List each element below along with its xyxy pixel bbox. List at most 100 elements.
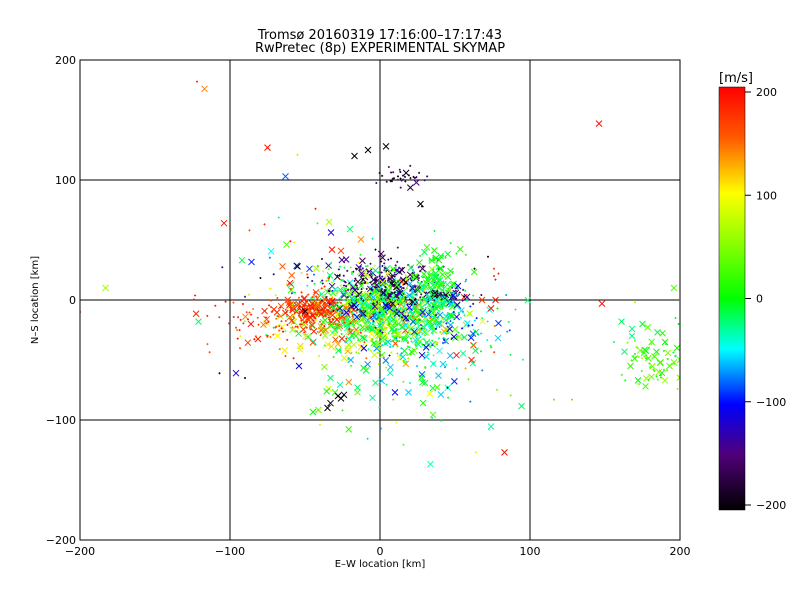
data-point-x <box>429 281 437 289</box>
data-point-x <box>400 335 408 343</box>
data-point-plus <box>306 284 309 287</box>
data-point-plus <box>245 311 248 314</box>
data-point-plus <box>310 296 313 299</box>
data-point-plus <box>383 301 386 304</box>
data-point-plus <box>496 307 499 310</box>
data-point-x <box>402 314 410 322</box>
data-point-plus <box>306 320 309 323</box>
data-point-x <box>369 294 377 301</box>
data-point-plus <box>272 333 275 336</box>
data-point-plus <box>364 265 367 268</box>
data-point-plus <box>452 321 455 324</box>
data-point-plus <box>660 376 663 379</box>
data-point-x <box>459 350 467 357</box>
data-point-plus <box>350 312 353 315</box>
data-point-x <box>657 359 664 366</box>
data-point-plus <box>433 229 436 232</box>
data-point-plus <box>227 322 230 325</box>
x-tick-label: 0 <box>377 545 384 558</box>
data-point-plus <box>357 294 360 297</box>
data-point-plus <box>390 351 393 354</box>
data-point-plus <box>358 308 361 311</box>
data-point-plus <box>465 299 468 302</box>
data-point-plus <box>403 175 406 178</box>
data-point-plus <box>390 171 393 174</box>
data-point-plus <box>493 351 496 354</box>
data-point-x <box>301 308 309 315</box>
data-point-plus <box>473 319 476 322</box>
data-point-plus <box>349 266 352 269</box>
data-point-x <box>368 324 376 332</box>
data-point-x <box>487 423 495 430</box>
data-point-x <box>445 287 453 294</box>
data-point-plus <box>416 365 419 368</box>
data-point-x <box>327 229 335 236</box>
data-point-x <box>297 342 304 350</box>
data-point-x <box>421 379 429 387</box>
data-point-x <box>428 257 436 264</box>
data-point-plus <box>366 295 369 298</box>
data-point-plus <box>423 346 426 349</box>
data-point-plus <box>321 282 324 285</box>
data-point-x <box>411 329 419 337</box>
data-point-plus <box>434 317 437 320</box>
data-point-x <box>323 309 331 317</box>
data-point-plus <box>521 358 524 361</box>
data-point-plus <box>344 293 347 296</box>
data-point-plus <box>644 357 647 360</box>
data-point-x <box>628 325 636 333</box>
data-point-plus <box>403 309 406 312</box>
data-point-plus <box>391 296 394 299</box>
data-point-plus <box>389 313 392 316</box>
data-point-plus <box>416 281 419 284</box>
data-point-plus <box>683 358 685 360</box>
data-point-plus <box>307 293 310 296</box>
data-point-x <box>419 308 427 316</box>
data-point-plus <box>464 253 467 256</box>
data-point-plus <box>313 291 316 294</box>
data-point-plus <box>317 355 320 358</box>
data-point-x <box>379 279 386 286</box>
data-point-x <box>379 305 387 312</box>
colorbar-tick-label: 100 <box>756 189 777 202</box>
data-point-plus <box>431 416 434 419</box>
data-point-plus <box>431 344 434 347</box>
data-point-x <box>238 256 246 264</box>
data-point-x <box>418 371 426 378</box>
data-point-plus <box>300 319 303 322</box>
data-point-plus <box>250 313 253 316</box>
data-point-plus <box>316 222 319 225</box>
data-point-x <box>346 225 354 233</box>
data-point-plus <box>315 295 318 298</box>
data-point-plus <box>446 318 449 321</box>
data-point-plus <box>331 296 334 299</box>
data-point-plus <box>323 325 326 328</box>
data-point-x <box>220 219 228 227</box>
data-point-plus <box>328 318 331 321</box>
data-point-plus <box>355 267 358 270</box>
data-point-plus <box>373 317 376 320</box>
data-point-x <box>426 293 433 301</box>
data-point-x <box>302 333 309 340</box>
data-point-plus <box>415 315 418 318</box>
data-point-plus <box>432 354 435 357</box>
data-point-plus <box>301 314 304 317</box>
data-point-x <box>390 266 397 273</box>
data-point-plus <box>390 291 393 294</box>
data-point-plus <box>435 326 438 329</box>
data-point-x <box>426 390 434 398</box>
data-point-plus <box>296 325 299 328</box>
data-point-plus <box>387 277 390 280</box>
data-point-plus <box>366 282 369 285</box>
data-point-plus <box>277 216 280 219</box>
data-point-x <box>430 247 438 254</box>
data-point-plus <box>672 351 675 354</box>
data-point-plus <box>371 322 374 325</box>
data-point-plus <box>371 291 374 294</box>
data-point-plus <box>357 339 360 342</box>
data-point-plus <box>248 293 251 296</box>
data-point-plus <box>335 318 338 321</box>
data-point-plus <box>469 400 472 403</box>
data-point-plus <box>346 307 349 310</box>
